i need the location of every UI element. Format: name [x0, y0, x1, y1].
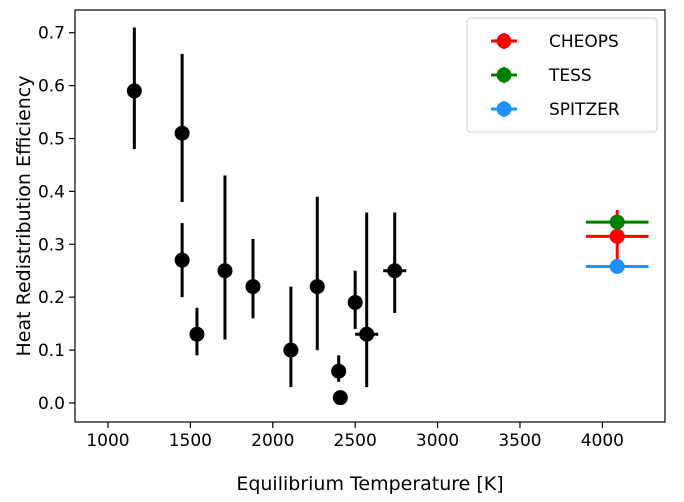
- legend-swatch: [496, 33, 512, 49]
- y-tick-label: 0.1: [38, 341, 65, 361]
- y-tick-label: 0.0: [38, 394, 65, 414]
- x-tick-label: 2500: [334, 431, 377, 451]
- x-tick-label: 4000: [581, 431, 624, 451]
- x-tick-label: 2000: [251, 431, 294, 451]
- point: [189, 326, 205, 342]
- point: [217, 263, 233, 279]
- point: [283, 342, 299, 358]
- point: [359, 326, 375, 342]
- point: [174, 252, 190, 268]
- point: [609, 228, 625, 244]
- y-axis-label: Heat Redistribution Efficiency: [13, 76, 35, 357]
- point: [609, 259, 625, 275]
- x-tick-label: 3000: [416, 431, 459, 451]
- point: [332, 390, 348, 406]
- point: [387, 263, 403, 279]
- y-tick-label: 0.2: [38, 288, 65, 308]
- y-tick-label: 0.3: [38, 235, 65, 255]
- legend-frame: [466, 17, 658, 133]
- point: [245, 279, 261, 295]
- point: [174, 125, 190, 141]
- point: [126, 83, 142, 99]
- point: [347, 294, 363, 310]
- point: [331, 363, 347, 379]
- y-tick-label: 0.4: [38, 182, 65, 202]
- legend-swatch: [496, 67, 512, 83]
- legend-label: CHEOPS: [549, 32, 619, 52]
- legend-swatch: [496, 101, 512, 117]
- x-tick-label: 1500: [169, 431, 212, 451]
- y-tick-label: 0.6: [38, 77, 65, 97]
- legend-label: TESS: [548, 66, 592, 86]
- x-tick-label: 1000: [86, 431, 129, 451]
- plot-frame: [74, 9, 666, 423]
- point: [309, 279, 325, 295]
- legend-label: SPITZER: [549, 100, 620, 120]
- x-tick-label: 3500: [498, 431, 541, 451]
- x-axis-label: Equilibrium Temperature [K]: [236, 473, 503, 495]
- point: [609, 214, 625, 230]
- y-tick-label: 0.5: [38, 130, 65, 150]
- y-tick-label: 0.7: [38, 24, 65, 44]
